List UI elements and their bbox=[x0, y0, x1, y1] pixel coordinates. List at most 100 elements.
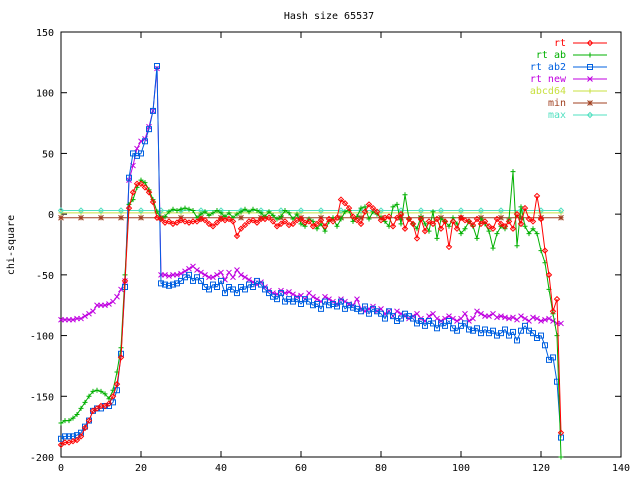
data-point bbox=[234, 290, 240, 297]
data-point bbox=[286, 289, 292, 295]
data-point bbox=[350, 304, 356, 311]
data-point bbox=[186, 265, 192, 272]
data-point bbox=[206, 286, 212, 293]
data-point bbox=[445, 243, 453, 251]
data-point bbox=[258, 210, 264, 216]
data-point bbox=[214, 272, 220, 278]
data-point bbox=[478, 310, 484, 317]
data-point bbox=[334, 223, 340, 229]
data-point bbox=[274, 296, 280, 303]
data-point bbox=[170, 281, 176, 288]
data-point bbox=[213, 219, 221, 226]
data-point bbox=[446, 223, 452, 229]
data-point bbox=[465, 218, 473, 225]
data-point bbox=[342, 209, 348, 215]
data-point bbox=[121, 277, 129, 285]
data-point bbox=[249, 217, 257, 224]
data-point bbox=[214, 208, 220, 213]
data-point bbox=[146, 126, 152, 133]
data-point bbox=[426, 313, 432, 319]
data-point bbox=[398, 315, 404, 322]
data-point bbox=[93, 405, 101, 412]
data-point bbox=[365, 201, 373, 208]
data-point bbox=[118, 214, 124, 221]
data-point bbox=[521, 204, 529, 212]
data-point bbox=[154, 63, 160, 69]
data-point bbox=[587, 52, 593, 58]
data-point bbox=[587, 100, 593, 106]
data-point bbox=[505, 218, 513, 225]
data-point bbox=[57, 207, 65, 214]
data-point bbox=[529, 218, 537, 225]
data-point bbox=[485, 223, 493, 230]
data-point bbox=[446, 318, 452, 324]
data-point bbox=[201, 217, 209, 224]
x-tick-label: 80 bbox=[375, 463, 387, 474]
data-point bbox=[587, 88, 593, 94]
data-point bbox=[394, 308, 400, 315]
data-point bbox=[294, 211, 300, 217]
data-point bbox=[117, 207, 125, 214]
data-point bbox=[510, 314, 516, 321]
data-point bbox=[522, 322, 528, 329]
data-point bbox=[377, 217, 385, 224]
data-point bbox=[349, 213, 357, 220]
data-point bbox=[202, 272, 208, 278]
data-point bbox=[534, 315, 540, 322]
data-point bbox=[537, 215, 545, 223]
data-point bbox=[70, 415, 76, 421]
data-point bbox=[497, 207, 505, 214]
legend-label: abcd64 bbox=[530, 86, 566, 97]
data-point bbox=[290, 291, 296, 298]
data-point bbox=[389, 223, 397, 230]
y-axis-label: chi-square bbox=[6, 215, 17, 275]
data-point bbox=[66, 433, 72, 440]
data-point bbox=[150, 107, 156, 114]
data-point bbox=[89, 407, 97, 415]
data-point bbox=[550, 354, 556, 361]
data-point bbox=[98, 388, 104, 394]
data-point bbox=[217, 215, 225, 223]
data-point bbox=[318, 305, 324, 312]
data-point bbox=[409, 220, 417, 228]
y-tick-label: -50 bbox=[36, 271, 54, 282]
data-point bbox=[297, 215, 305, 223]
data-point bbox=[558, 454, 564, 460]
data-point bbox=[402, 192, 408, 198]
data-point bbox=[437, 225, 445, 232]
legend-label: min bbox=[548, 98, 566, 109]
data-point bbox=[413, 235, 421, 242]
data-point bbox=[418, 318, 424, 324]
data-point bbox=[258, 214, 264, 221]
data-point bbox=[422, 221, 428, 227]
data-point bbox=[322, 293, 328, 300]
data-point bbox=[186, 271, 192, 278]
data-point bbox=[141, 184, 149, 191]
data-point bbox=[434, 315, 440, 322]
data-point bbox=[542, 342, 548, 349]
data-point bbox=[178, 206, 184, 212]
data-point bbox=[198, 277, 204, 284]
data-point bbox=[214, 284, 220, 290]
data-point bbox=[417, 207, 425, 214]
data-point bbox=[342, 305, 348, 312]
data-point bbox=[514, 337, 520, 344]
data-point bbox=[474, 308, 480, 315]
data-point bbox=[129, 189, 137, 196]
series-line bbox=[61, 68, 561, 324]
data-point bbox=[321, 223, 329, 230]
data-point bbox=[533, 192, 541, 200]
data-point bbox=[421, 227, 429, 235]
legend-label: rt ab2 bbox=[530, 62, 566, 73]
data-point bbox=[541, 247, 549, 254]
series-rt-ab bbox=[58, 169, 564, 460]
data-point bbox=[434, 235, 440, 241]
data-point bbox=[278, 290, 284, 297]
data-point bbox=[246, 209, 252, 215]
data-point bbox=[58, 214, 64, 221]
data-point bbox=[262, 286, 268, 293]
data-point bbox=[586, 111, 594, 119]
data-point bbox=[237, 225, 245, 232]
data-point bbox=[518, 327, 524, 334]
